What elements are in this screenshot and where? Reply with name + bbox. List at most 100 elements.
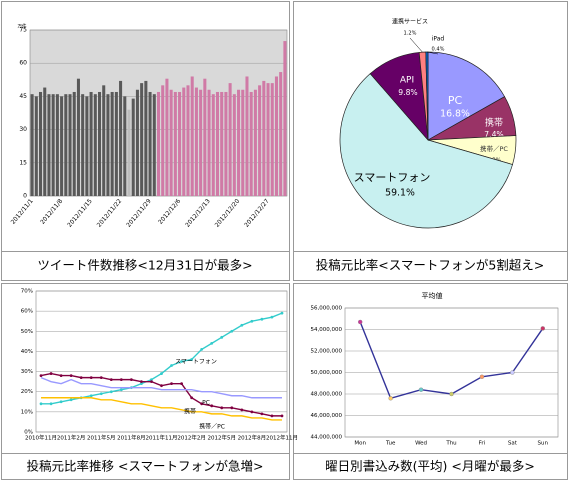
bar (266, 83, 270, 196)
y-tick-label: 46,000,000 (311, 413, 343, 419)
bar (274, 76, 278, 196)
bar (262, 80, 266, 196)
chart-title: 平均値 (422, 291, 443, 300)
data-point (479, 374, 485, 379)
data-point (49, 372, 53, 375)
y-tick-label: 44,000,000 (311, 435, 343, 441)
data-point (69, 374, 73, 377)
bar (169, 89, 173, 196)
data-point (260, 412, 264, 416)
y-tick-label: 50,000,000 (311, 370, 343, 376)
slice-value-label: 7.4% (484, 130, 503, 139)
x-tick-label: 2012年8月 (238, 434, 267, 442)
data-point (220, 406, 224, 410)
data-point (220, 335, 224, 339)
bar (148, 91, 152, 196)
data-point (230, 329, 234, 333)
slice-value-label: 0.4% (432, 47, 445, 53)
slice-value-label: 9.8% (398, 88, 417, 97)
bar (60, 96, 64, 196)
bar (106, 94, 110, 196)
y-tick-label: 20% (21, 389, 33, 395)
x-tick-label: Sat (508, 441, 518, 447)
bar (253, 89, 257, 196)
data-point (109, 390, 113, 394)
series-line (41, 397, 282, 421)
slice-value-label: 59.1% (385, 188, 415, 199)
bar (76, 78, 80, 196)
slice-value-label: 1.2% (404, 31, 417, 37)
data-point (150, 378, 153, 382)
data-point (99, 392, 103, 396)
data-point (119, 378, 123, 382)
bar (110, 91, 114, 196)
x-tick-label: 2012/12/6 (157, 198, 182, 226)
y-tick-label: 60% (21, 309, 33, 315)
bar (220, 91, 224, 196)
data-point (39, 402, 43, 406)
x-tick-label: 2012年2月 (177, 434, 206, 442)
bar (173, 91, 177, 196)
bar (270, 83, 274, 196)
bar (232, 94, 236, 196)
bar (165, 78, 169, 196)
bar (211, 94, 215, 196)
leader-line (426, 51, 439, 55)
data-point (210, 341, 214, 345)
bar (102, 85, 106, 196)
series-label: スマートフォン (175, 359, 217, 366)
bar (245, 76, 249, 196)
bar (207, 89, 211, 196)
bar (34, 96, 38, 196)
x-tick-label: 2011年5月 (87, 434, 116, 442)
y-tick-label: 15 (19, 159, 27, 166)
data-point (160, 372, 163, 375)
y-tick-label: 45 (19, 93, 27, 100)
series-line (40, 376, 282, 399)
series-label: 携帯 (184, 408, 196, 416)
bar (51, 94, 55, 196)
slice-label: スマートフォン (354, 171, 431, 184)
slice-label: iPad (432, 36, 445, 43)
data-point (59, 374, 63, 377)
bar (279, 72, 283, 196)
bar (43, 87, 47, 196)
data-point (270, 414, 274, 418)
data-point (240, 323, 244, 327)
data-point (89, 394, 93, 398)
bar (30, 94, 34, 196)
bar (194, 87, 198, 196)
pie-slice (427, 51, 506, 141)
data-point (449, 391, 454, 397)
bar (161, 85, 165, 196)
bar (47, 94, 51, 196)
bar (135, 89, 139, 196)
bar (72, 91, 76, 196)
caption: 曜日別書込み数(平均) <月曜が最多> (325, 459, 535, 474)
y-tick-label: 10% (21, 409, 33, 415)
x-tick-label: Sun (538, 441, 549, 447)
slice-label: PC (448, 94, 463, 107)
bar (119, 80, 123, 196)
data-point (230, 406, 234, 410)
slice-label: 連携サービス (392, 18, 428, 26)
bar (241, 89, 245, 196)
bar (89, 91, 93, 196)
bar (228, 83, 232, 196)
bar (114, 91, 118, 196)
data-point (190, 396, 194, 400)
x-tick-label: 2012/11/22 (96, 198, 124, 229)
bar (237, 89, 241, 196)
caption: 投稿元比率推移 <スマートフォンが急増> (26, 459, 263, 474)
data-point (49, 402, 53, 406)
bar (156, 91, 161, 196)
bar (85, 96, 89, 196)
data-point (260, 317, 264, 321)
x-tick-label: 2012/12/27 (243, 198, 271, 229)
y-tick-label: 48,000,000 (311, 392, 343, 398)
data-point (540, 326, 545, 331)
x-tick-label: 2012/11/8 (39, 198, 64, 226)
bar (199, 89, 203, 196)
data-point (200, 348, 204, 351)
x-tick-label: 2012/11/29 (125, 198, 153, 229)
